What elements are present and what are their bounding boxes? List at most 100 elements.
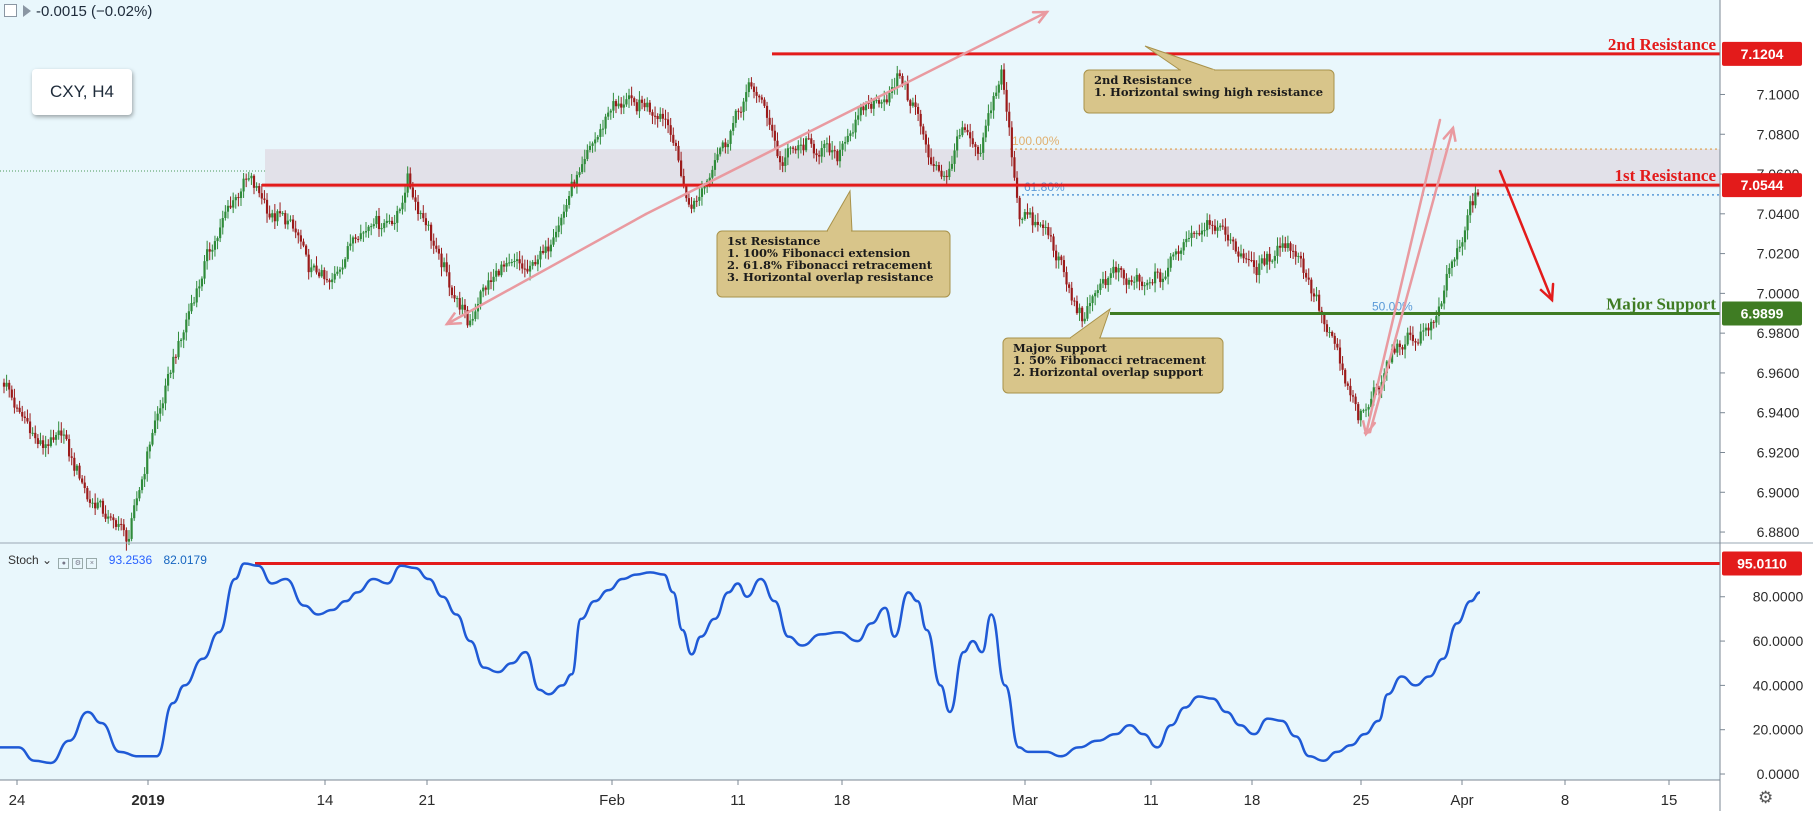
candle-body — [1258, 263, 1261, 276]
candle-body — [1180, 250, 1183, 254]
candle-body — [1226, 234, 1230, 241]
candle-body — [742, 101, 745, 113]
candle-body — [398, 209, 401, 211]
candle-body — [422, 213, 425, 219]
candle-body — [190, 302, 193, 312]
candle-body — [1325, 324, 1329, 333]
candle-body — [1432, 321, 1435, 323]
candle-body — [1406, 332, 1409, 345]
candle-body — [357, 238, 360, 240]
candle-body — [1437, 306, 1441, 317]
stoch-line — [0, 562, 1481, 765]
candle-body — [820, 148, 823, 157]
candle-body — [680, 160, 683, 176]
candle-body — [169, 372, 172, 375]
candle-body — [1031, 212, 1034, 226]
candle-body — [1461, 242, 1464, 247]
candle-body — [286, 220, 289, 225]
candle-body — [1028, 212, 1032, 215]
candle-body — [1411, 334, 1414, 342]
candle-body — [458, 298, 461, 310]
candle-body — [414, 197, 417, 202]
projection-arrow-up — [1368, 126, 1455, 434]
candle-body — [989, 110, 993, 114]
time-tick-label: Mar — [1012, 792, 1038, 809]
note-line: 3. Horizontal overlap resistance — [727, 270, 933, 284]
gear-icon[interactable]: ⚙ — [1758, 788, 1774, 807]
candle-body — [448, 272, 451, 288]
candle-body — [198, 286, 201, 289]
candle-body — [1041, 224, 1045, 228]
candle-body — [935, 165, 938, 167]
candle-body — [1044, 226, 1047, 228]
candle-body — [1435, 316, 1438, 323]
candle-body — [1419, 331, 1422, 344]
eye-icon[interactable]: ● — [58, 558, 70, 569]
close-icon[interactable]: × — [86, 558, 98, 569]
note-line: 1st Resistance — [727, 234, 820, 248]
candle-body — [781, 162, 784, 166]
candle-body — [1393, 348, 1396, 353]
candle-body — [513, 261, 516, 263]
chevron-down-icon[interactable]: ⌄ — [38, 553, 53, 567]
candle-body — [604, 116, 607, 129]
candle-body — [1367, 406, 1370, 410]
candle-body — [1239, 253, 1243, 257]
candle-body — [213, 241, 217, 250]
candle-body — [1263, 258, 1266, 265]
candle-body — [875, 100, 878, 102]
settings-icon[interactable]: ⚙ — [72, 558, 84, 569]
candle-body — [1247, 259, 1250, 261]
candle-body — [669, 125, 672, 135]
candle-body — [1305, 272, 1308, 278]
collapse-icon[interactable] — [4, 4, 17, 17]
candle-body — [752, 86, 756, 92]
candle-body — [927, 144, 930, 158]
candle-body — [99, 500, 102, 503]
candle-body — [341, 267, 344, 270]
candle-body — [440, 253, 443, 268]
candle-body — [1008, 111, 1011, 128]
candle-body — [1073, 300, 1076, 302]
candle-body — [568, 196, 571, 205]
candle-body — [1229, 239, 1232, 241]
candle-body — [492, 276, 495, 282]
symbol-box[interactable]: CXY, H4 — [32, 69, 132, 115]
candle-body — [1328, 332, 1331, 334]
candle-body — [1370, 398, 1373, 407]
fib-label: 61.80% — [1024, 180, 1065, 194]
candle-body — [1055, 250, 1058, 261]
candle-body — [617, 103, 620, 107]
candle-body — [1398, 343, 1401, 348]
candle-body — [359, 233, 362, 240]
candle-body — [711, 169, 714, 178]
candle-body — [237, 197, 240, 199]
candle-body — [1193, 232, 1196, 234]
candle-body — [429, 224, 433, 241]
candle-body — [299, 235, 302, 242]
candle-body — [620, 103, 623, 108]
candle-body — [75, 465, 79, 471]
candle-body — [427, 224, 430, 226]
candle-body — [140, 479, 144, 491]
candle-body — [138, 490, 141, 499]
candle-body — [594, 139, 597, 144]
candle-body — [773, 130, 776, 141]
candle-body — [239, 191, 243, 198]
candle-body — [984, 125, 987, 138]
candle-body — [521, 263, 524, 269]
candle-body — [469, 320, 472, 326]
candle-body — [651, 112, 654, 116]
candle-body — [1401, 347, 1404, 350]
candle-body — [383, 222, 386, 229]
candle-body — [1206, 220, 1209, 231]
candle-body — [323, 270, 326, 280]
candle-body — [1057, 256, 1060, 261]
candle-body — [68, 439, 71, 457]
candle-body — [987, 113, 990, 126]
candle-body — [1458, 246, 1461, 249]
candle-body — [976, 146, 980, 154]
candle-body — [1172, 254, 1175, 257]
stoch-legend[interactable]: Stoch ⌄ ● ⚙ × 93.2536 82.0179 — [8, 553, 207, 569]
